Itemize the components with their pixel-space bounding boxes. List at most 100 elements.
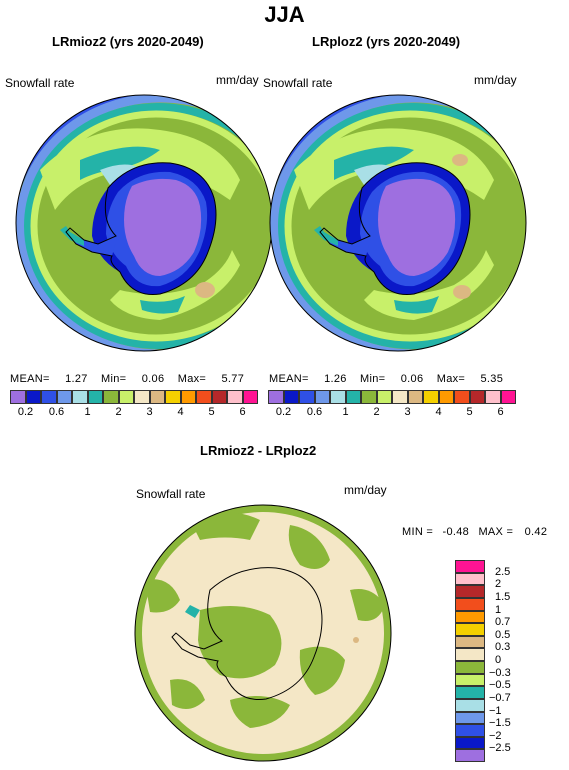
min-label: Min= — [101, 373, 127, 385]
colorbar-tick-label: 0.6 — [48, 406, 65, 418]
colorbar-swatch — [485, 390, 501, 404]
colorbar-tick-label: 0.5 — [495, 628, 511, 641]
colorbar-swatch — [455, 635, 485, 649]
colorbar-swatch — [41, 390, 57, 404]
panel-1-stats: MEAN= 1.27 Min= 0.06 Max= 5.77 — [10, 373, 244, 385]
colorbar-swatch — [455, 610, 485, 624]
panel-2-colorbar — [268, 390, 516, 404]
panel-1-units-label: mm/day — [216, 73, 259, 87]
colorbar-swatch — [455, 585, 485, 598]
colorbar-tick-label: −1.5 — [489, 717, 511, 730]
colorbar-swatch — [134, 390, 150, 404]
panel-2-variable-label: Snowfall rate — [263, 76, 333, 90]
colorbar-swatch — [455, 686, 485, 699]
colorbar-tick-label: −0.5 — [489, 679, 511, 692]
colorbar-swatch — [345, 390, 361, 404]
figure-title: JJA — [264, 2, 305, 27]
colorbar-swatch — [455, 572, 485, 586]
colorbar-swatch — [423, 390, 439, 404]
colorbar-tick-label: 1 — [84, 406, 91, 418]
colorbar-tick-label: −0.7 — [489, 691, 511, 704]
panel-2-stats: MEAN= 1.26 Min= 0.06 Max= 5.35 — [269, 373, 503, 385]
colorbar-tick-label: 5 — [208, 406, 215, 418]
panel-1-colorbar — [10, 390, 258, 404]
min-label: Min= — [360, 373, 386, 385]
colorbar-swatch — [361, 390, 377, 404]
panel-1-variable-label: Snowfall rate — [5, 76, 75, 90]
mean-value: 1.26 — [324, 373, 347, 385]
mean-label: MEAN= — [269, 373, 309, 385]
colorbar-tick-label: 1 — [342, 406, 349, 418]
colorbar-swatch — [227, 390, 243, 404]
colorbar-swatch — [299, 390, 315, 404]
colorbar-tick-label: 5 — [466, 406, 473, 418]
colorbar-swatch — [455, 749, 485, 762]
colorbar-swatch — [242, 390, 258, 404]
colorbar-swatch — [455, 648, 485, 661]
colorbar-swatch — [87, 390, 103, 404]
colorbar-swatch — [469, 390, 485, 404]
colorbar-swatch — [455, 673, 485, 687]
colorbar-swatch — [211, 390, 227, 404]
colorbar-swatch — [455, 724, 485, 737]
colorbar-swatch — [376, 390, 392, 404]
colorbar-swatch — [165, 390, 181, 404]
colorbar-swatch — [283, 390, 299, 404]
colorbar-swatch — [500, 390, 516, 404]
colorbar-swatch — [455, 560, 485, 573]
colorbar-tick-label: 4 — [177, 406, 184, 418]
colorbar-tick-label: 2 — [495, 578, 502, 591]
colorbar-swatch — [72, 390, 88, 404]
colorbar-tick-label: −2.5 — [489, 742, 511, 755]
colorbar-swatch — [25, 390, 41, 404]
max-label: MAX = — [478, 526, 514, 538]
colorbar-swatch — [454, 390, 470, 404]
colorbar-tick-label: 2.5 — [495, 565, 511, 578]
colorbar-tick-label: 3 — [146, 406, 153, 418]
colorbar-swatch — [118, 390, 134, 404]
panel-2-units-label: mm/day — [474, 73, 517, 87]
panel-2-colorbar-ticks: 0.2 0.6 1 2 3 4 5 6 — [268, 406, 516, 420]
colorbar-swatch — [103, 390, 119, 404]
colorbar-swatch — [330, 390, 346, 404]
colorbar-tick-label: 2 — [373, 406, 380, 418]
min-value: 0.06 — [400, 373, 424, 385]
colorbar-swatch — [455, 711, 485, 725]
colorbar-tick-label: 0.2 — [17, 406, 34, 418]
min-label: MIN = — [402, 526, 434, 538]
colorbar-swatch — [268, 390, 284, 404]
colorbar-swatch — [438, 390, 454, 404]
colorbar-tick-label: 0.7 — [495, 616, 511, 629]
colorbar-swatch — [455, 736, 485, 750]
max-label: Max= — [436, 373, 466, 385]
colorbar-tick-label: 0.2 — [275, 406, 292, 418]
colorbar-tick-label: 2 — [115, 406, 122, 418]
colorbar-tick-label: 4 — [435, 406, 442, 418]
colorbar-swatch — [149, 390, 165, 404]
colorbar-swatch — [196, 390, 212, 404]
colorbar-tick-label: −1 — [489, 704, 502, 717]
max-value: 0.42 — [524, 526, 548, 538]
diff-panel-title: LRmioz2 - LRploz2 — [200, 443, 317, 458]
mean-label: MEAN= — [10, 373, 50, 385]
colorbar-swatch — [407, 390, 423, 404]
colorbar-tick-label: 0 — [495, 654, 502, 666]
diff-stats: MIN = -0.48 MAX = 0.42 — [402, 526, 547, 538]
panel-2-title: LRploz2 (yrs 2020-2049) — [312, 34, 461, 49]
colorbar-swatch — [180, 390, 196, 404]
colorbar-tick-label: 1 — [495, 603, 502, 616]
colorbar-tick-label: 6 — [497, 406, 504, 418]
colorbar-tick-label: 3 — [404, 406, 411, 418]
colorbar-tick-label: −2 — [489, 729, 502, 742]
colorbar-tick-label: −0.3 — [489, 666, 511, 679]
panel-1-colorbar-ticks: 0.2 0.6 1 2 3 4 5 6 — [10, 406, 258, 420]
diff-colorbar-ticks: 2.5 2 1.5 1 0.7 0.5 0.3 0 −0.3 −0.5 −0.7 −1 −1.5 −2 −2… — [489, 560, 549, 762]
mean-value: 1.27 — [65, 373, 88, 385]
colorbar-tick-label: 0.6 — [306, 406, 323, 418]
colorbar-swatch — [10, 390, 26, 404]
max-value: 5.35 — [480, 373, 504, 385]
colorbar-tick-label: 1.5 — [495, 590, 511, 603]
diff-units-label: mm/day — [344, 483, 387, 497]
min-value: -0.48 — [442, 526, 470, 538]
